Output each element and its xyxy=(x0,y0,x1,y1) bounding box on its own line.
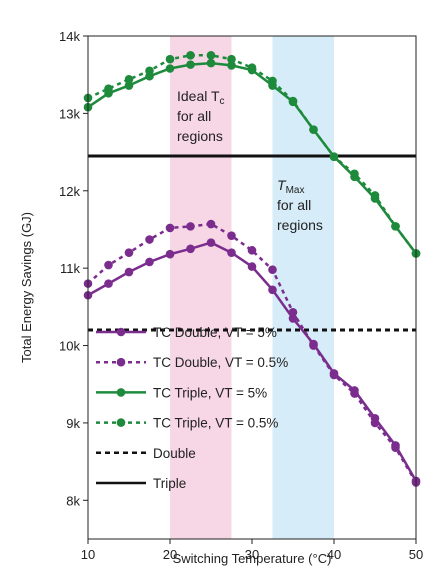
series-line-1 xyxy=(87,222,418,484)
y-tick-label: 12k xyxy=(59,184,80,199)
y-axis-label: Total Energy Savings (GJ) xyxy=(19,212,34,363)
series-3-point xyxy=(165,54,175,64)
series-2-point xyxy=(186,60,195,69)
legend-marker-3 xyxy=(116,418,126,427)
series-3-point xyxy=(104,84,113,93)
band-label-line-3: regions xyxy=(277,217,323,233)
highlight-bands xyxy=(170,36,334,539)
series-3-point xyxy=(247,63,257,73)
series-3-point xyxy=(145,66,154,76)
x-tick-label: 20 xyxy=(163,547,177,562)
series-1-point xyxy=(268,265,277,275)
series-1-point xyxy=(288,307,298,317)
series-3-point xyxy=(227,54,236,64)
legend-label-5: Triple xyxy=(153,476,186,491)
series-0-point xyxy=(247,262,257,271)
legend-label-3: TC Triple, VT = 0.5% xyxy=(153,416,278,431)
band-label-main: T xyxy=(277,177,287,193)
series-1-point xyxy=(165,223,175,233)
band-label-main: Ideal T xyxy=(177,88,220,104)
band-label-line-1: TMax xyxy=(277,177,304,196)
y-tick-label: 10k xyxy=(59,339,80,354)
band-label-subscript: c xyxy=(220,96,225,107)
series-1-point xyxy=(247,246,257,255)
series-line-3 xyxy=(87,54,417,255)
x-tick-label: 10 xyxy=(81,547,95,562)
series-1-point xyxy=(186,222,195,231)
series-3-point xyxy=(186,51,195,60)
legend: TC Double, VT = 5% TC Double, VT = 0.5% TC… xyxy=(96,325,288,491)
reference-lines xyxy=(88,154,416,332)
series-2-point xyxy=(124,81,134,90)
series-1-point xyxy=(309,341,318,350)
series-3-point xyxy=(268,76,277,86)
series-3-point xyxy=(329,152,339,162)
series-2-point xyxy=(165,64,175,73)
y-tick-label: 14k xyxy=(59,29,80,44)
x-tick-label: 40 xyxy=(327,547,341,562)
series-1-point xyxy=(206,219,216,229)
series-3-point xyxy=(309,125,318,134)
legend-label-4: Double xyxy=(153,446,196,461)
legend-marker-0 xyxy=(116,327,126,337)
series-1-point xyxy=(124,248,134,257)
x-axis-label: Switching Temperature (°C) xyxy=(173,551,332,566)
series-1-point xyxy=(350,389,359,398)
x-tick-label: 30 xyxy=(245,547,259,562)
x-axis-ticks: 10 20 30 40 50 xyxy=(81,539,423,562)
series-1-point xyxy=(227,231,236,240)
series-line-2 xyxy=(87,61,417,255)
series-3-point xyxy=(350,169,359,179)
band-label-line-1: Ideal Tc xyxy=(177,88,225,107)
y-tick-label: 9k xyxy=(66,416,80,431)
series-1-point xyxy=(104,260,113,270)
series-0-point xyxy=(288,314,298,323)
legend-marker-1 xyxy=(116,357,126,367)
legend-marker-2 xyxy=(116,388,126,397)
series-0-point xyxy=(186,244,195,254)
band-blue xyxy=(272,36,334,539)
plot-frame xyxy=(87,35,417,540)
data-series xyxy=(83,51,421,487)
series-0-point xyxy=(206,238,216,247)
series-2-point xyxy=(227,61,236,70)
y-tick-label: 13k xyxy=(59,106,80,121)
series-3-point xyxy=(206,51,216,60)
series-0-point xyxy=(165,249,175,259)
legend-label-0: TC Double, VT = 5% xyxy=(153,325,277,340)
series-3-point xyxy=(370,191,380,200)
legend-label-2: TC Triple, VT = 5% xyxy=(153,385,267,400)
series-0-point xyxy=(227,248,236,257)
band-label-subscript: Max xyxy=(286,185,305,196)
series-0-point xyxy=(268,285,277,295)
series-1-point xyxy=(370,418,380,428)
band-label-line-2: for all xyxy=(277,197,311,213)
series-0-point xyxy=(104,279,113,288)
band-label-line-3: regions xyxy=(177,128,223,144)
series-2-point xyxy=(206,58,216,68)
series-0-point xyxy=(124,267,134,277)
series-1-point xyxy=(329,370,339,380)
y-tick-label: 8k xyxy=(66,493,80,508)
legend-label-1: TC Double, VT = 0.5% xyxy=(153,355,288,370)
y-tick-label: 11k xyxy=(60,261,80,276)
band-pink xyxy=(170,36,232,539)
series-1-point xyxy=(391,443,400,452)
y-axis-ticks: 8k 9k 10k 11k 12k 13k 14k xyxy=(59,29,88,508)
series-3-point xyxy=(124,75,134,84)
series-1-point xyxy=(145,235,154,244)
series-3-point xyxy=(391,222,400,231)
series-3-point xyxy=(288,96,298,106)
x-tick-label: 50 xyxy=(409,547,423,562)
band-label-line-2: for all xyxy=(177,108,211,124)
series-0-point xyxy=(145,257,154,267)
